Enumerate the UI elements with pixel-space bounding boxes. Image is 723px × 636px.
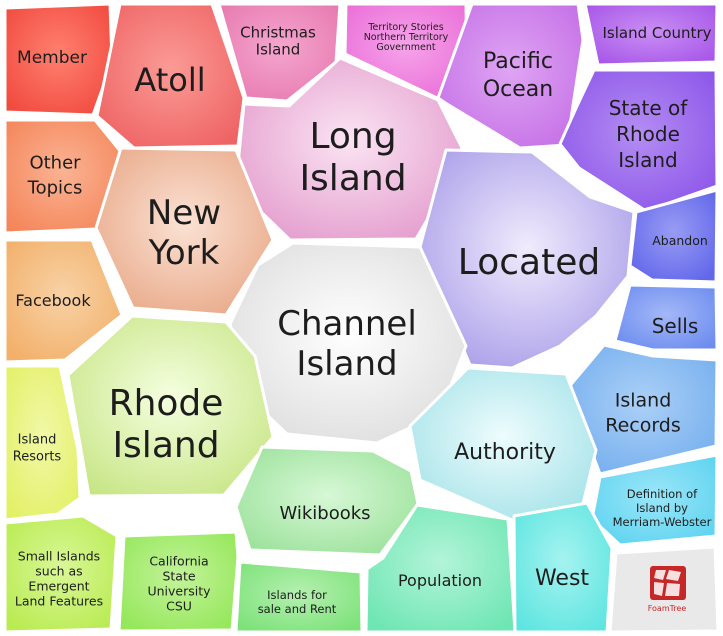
cell-atoll[interactable] bbox=[95, 2, 246, 150]
cell-abandon[interactable] bbox=[628, 188, 719, 284]
foamtree-logo-text: FoamTree bbox=[648, 604, 687, 613]
cell-new-york[interactable] bbox=[94, 146, 275, 317]
cell-population[interactable] bbox=[364, 503, 517, 634]
foamtree-logo-icon bbox=[650, 566, 686, 600]
foamtree-logo-cell[interactable]: FoamTree bbox=[608, 545, 720, 634]
cell-rhode-island[interactable] bbox=[66, 314, 275, 498]
cell-member[interactable] bbox=[3, 2, 114, 117]
cell-sells[interactable] bbox=[613, 283, 719, 352]
cell-island-resorts[interactable] bbox=[3, 364, 82, 522]
cell-facebook[interactable] bbox=[3, 238, 124, 364]
cell-island-country[interactable] bbox=[583, 2, 719, 67]
cell-state-of-rhode-island[interactable] bbox=[558, 68, 719, 213]
cell-wikibooks[interactable] bbox=[234, 445, 420, 557]
cell-christmas-island[interactable] bbox=[217, 2, 342, 103]
cell-islands-for-sale[interactable] bbox=[234, 560, 364, 634]
cell-small-islands[interactable] bbox=[3, 514, 119, 634]
cell-pacific-ocean[interactable] bbox=[436, 2, 585, 150]
cell-california-state-university[interactable] bbox=[117, 530, 240, 633]
cell-west[interactable] bbox=[512, 501, 614, 634]
cell-channel-island[interactable] bbox=[228, 241, 468, 445]
